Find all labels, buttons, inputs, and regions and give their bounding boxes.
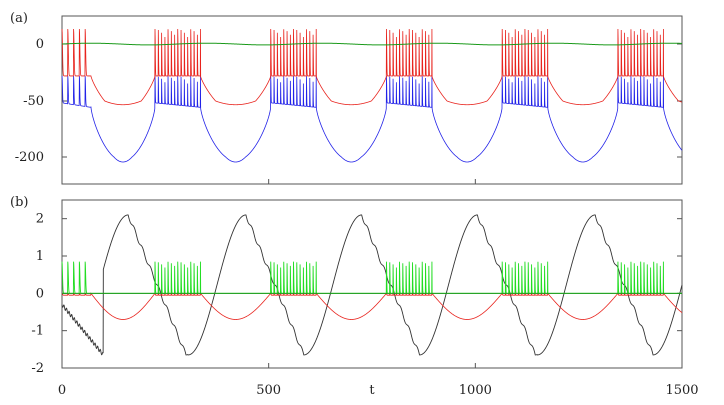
panel-b-y-tick-label: 0 — [36, 286, 44, 301]
panel-b-x-tick-label: 1000 — [459, 383, 492, 398]
panel-b-y-tick-label: -1 — [31, 324, 44, 339]
panel-b-series — [61, 214, 683, 356]
panel-b-x-tick-label: 500 — [256, 383, 281, 398]
panel-a-label: (a) — [10, 11, 28, 26]
panel-b-y-tick-label: -2 — [31, 361, 44, 376]
series-a-red — [61, 28, 683, 106]
panel-a: (a) 0 -50 -200 — [10, 11, 683, 185]
panel-a-frame — [61, 15, 683, 185]
series-a-blue — [61, 75, 683, 163]
panel-b: (b) 2 1 0 -1 -2 0 500 1000 1500 — [10, 195, 699, 398]
panel-b-frame — [61, 199, 683, 369]
panel-b-x-tick-label: 0 — [58, 383, 66, 398]
x-axis-label: t — [369, 383, 375, 398]
panel-b-y-ticks: 2 1 0 -1 -2 — [31, 212, 682, 376]
series-b-red — [61, 291, 683, 320]
panel-b-x-ticks: 0 500 1000 1500 — [58, 363, 699, 398]
panel-a-y-tick-label: -200 — [15, 150, 44, 165]
panel-a-y-tick-label: 0 — [36, 37, 44, 52]
panel-b-label: (b) — [10, 195, 28, 210]
panel-a-y-tick-label: -50 — [23, 94, 44, 109]
panel-a-x-ticks — [61, 179, 683, 184]
panel-a-series — [61, 28, 683, 163]
series-b-green-spikes — [61, 261, 682, 294]
panel-b-y-tick-label: 2 — [36, 212, 44, 227]
panel-b-x-tick-label: 1500 — [665, 383, 698, 398]
series-a-green — [61, 42, 682, 46]
panel-a-y-ticks: 0 -50 -200 — [15, 37, 682, 165]
series-b-black — [61, 214, 683, 356]
panel-b-y-tick-label: 1 — [36, 249, 44, 264]
